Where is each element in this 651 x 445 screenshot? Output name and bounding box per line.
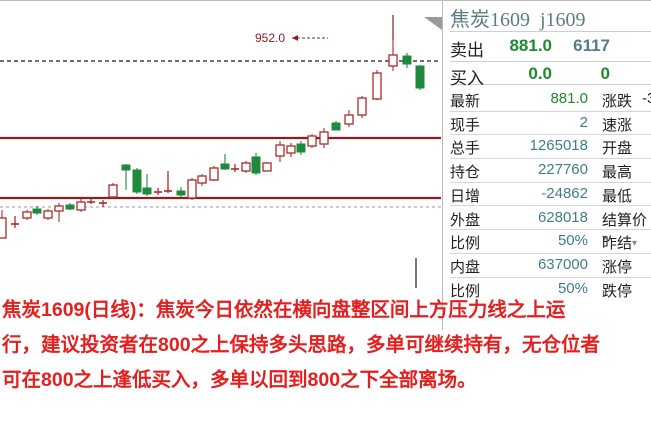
svg-text:952.0: 952.0: [255, 31, 285, 45]
